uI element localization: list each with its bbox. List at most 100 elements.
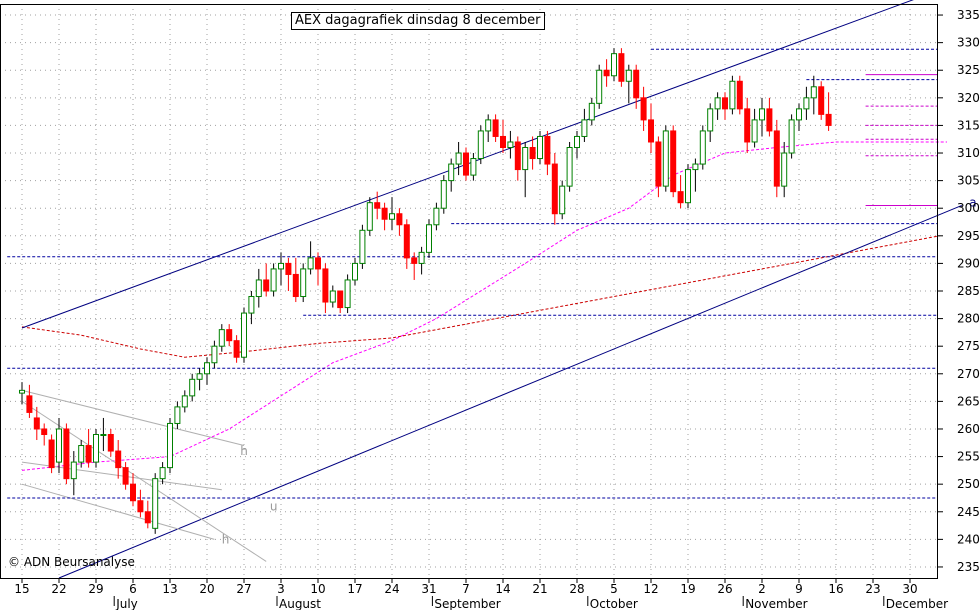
candle-up [537, 135, 543, 160]
candle-up [440, 180, 447, 209]
candle-up [204, 362, 210, 375]
x-tick-label: 2 [758, 582, 766, 596]
month-label: August [279, 597, 321, 610]
candle-up [307, 257, 314, 270]
candle-down [122, 467, 129, 485]
month-label: July [115, 597, 138, 610]
candle-down [551, 163, 558, 215]
annotation-label: u [270, 499, 278, 513]
candle-down [773, 130, 780, 187]
x-tick-label: 6 [129, 582, 137, 596]
candle-down [374, 202, 381, 209]
candle-up [566, 147, 573, 187]
y-tick-label: 315 [957, 118, 980, 132]
candle-up [174, 406, 181, 424]
candle-down [544, 135, 551, 165]
candle-up [685, 169, 691, 204]
candle-down [115, 450, 122, 469]
month-label: September [434, 597, 500, 610]
grey-trendline [21, 461, 222, 491]
candle-up [167, 422, 173, 469]
candle-down [825, 113, 832, 126]
candle-up [329, 290, 336, 303]
candle-up [470, 158, 477, 176]
x-tick-label: 30 [902, 582, 917, 596]
candle-down [500, 135, 506, 148]
y-tick-label: 330 [957, 36, 980, 50]
grey-trendline [21, 400, 267, 562]
x-tick-label: 14 [495, 582, 510, 596]
candle-up [93, 434, 99, 463]
candle-down [263, 279, 270, 292]
grey-trendline [21, 389, 245, 447]
candle-up [714, 97, 721, 110]
candle-down [603, 69, 610, 77]
axes: 2352402452502552602652702752802852902953… [0, 4, 980, 610]
candle-up [729, 80, 736, 110]
moving-average-long [21, 235, 940, 358]
candle-down [818, 86, 825, 115]
candle-up [574, 135, 580, 148]
candle-down [633, 69, 640, 99]
candle-up [477, 130, 484, 160]
candle-down [640, 97, 647, 121]
y-tick-label: 275 [957, 339, 980, 353]
y-tick-label: 270 [957, 367, 980, 381]
candle-up [707, 108, 714, 132]
candle-down [744, 108, 751, 143]
candle-up [241, 312, 247, 358]
candle-up [196, 373, 203, 380]
candle-down [130, 483, 136, 502]
x-tick-label: 26 [717, 582, 732, 596]
candle-down [655, 141, 662, 187]
candle-up [352, 262, 358, 281]
candle-down [48, 439, 55, 469]
y-tick-label: 325 [957, 63, 980, 77]
candle-up [781, 152, 788, 187]
candle-up [699, 130, 706, 165]
y-tick-label: 240 [957, 532, 980, 546]
x-tick-label: 12 [643, 582, 658, 596]
candle-up [100, 434, 107, 436]
candle-up [389, 213, 395, 220]
candle-down [144, 511, 151, 524]
candle-up [433, 207, 440, 226]
candle-down [381, 207, 388, 220]
annotation-label: h [240, 444, 248, 458]
candle-up [581, 119, 588, 137]
candle-up [662, 130, 669, 187]
candle-down [137, 500, 144, 513]
x-tick-label: 15 [14, 582, 29, 596]
candle-down [63, 428, 70, 480]
candle-up [359, 229, 366, 264]
grid-layer [0, 4, 938, 578]
candle-down [766, 108, 773, 132]
annotations: a h u h [222, 196, 977, 547]
candle-down [107, 434, 114, 452]
y-tick-label: 300 [957, 201, 980, 215]
candle-up [152, 478, 159, 529]
candle-up [78, 445, 85, 463]
candle-down [514, 141, 521, 171]
candle-up [611, 53, 617, 77]
x-tick-label: 17 [347, 582, 362, 596]
candle-up [19, 389, 25, 394]
x-tick-label: 10 [310, 582, 325, 596]
candle-up [218, 329, 225, 347]
candle-down [677, 191, 684, 204]
x-tick-label: 16 [828, 582, 843, 596]
x-tick-label: 13 [162, 582, 177, 596]
grey-trendline [21, 483, 215, 540]
x-tick-label: 20 [199, 582, 214, 596]
candle-up [788, 119, 795, 154]
candle-down [529, 147, 536, 160]
candle-up [810, 86, 817, 99]
y-tick-label: 260 [957, 422, 980, 436]
candle-up [507, 141, 514, 149]
candle-down [670, 130, 677, 193]
candle-up [426, 224, 432, 253]
y-tick-label: 320 [957, 91, 980, 105]
y-tick-label: 335 [957, 8, 980, 22]
candle-down [411, 257, 418, 264]
candle-up [596, 69, 603, 104]
